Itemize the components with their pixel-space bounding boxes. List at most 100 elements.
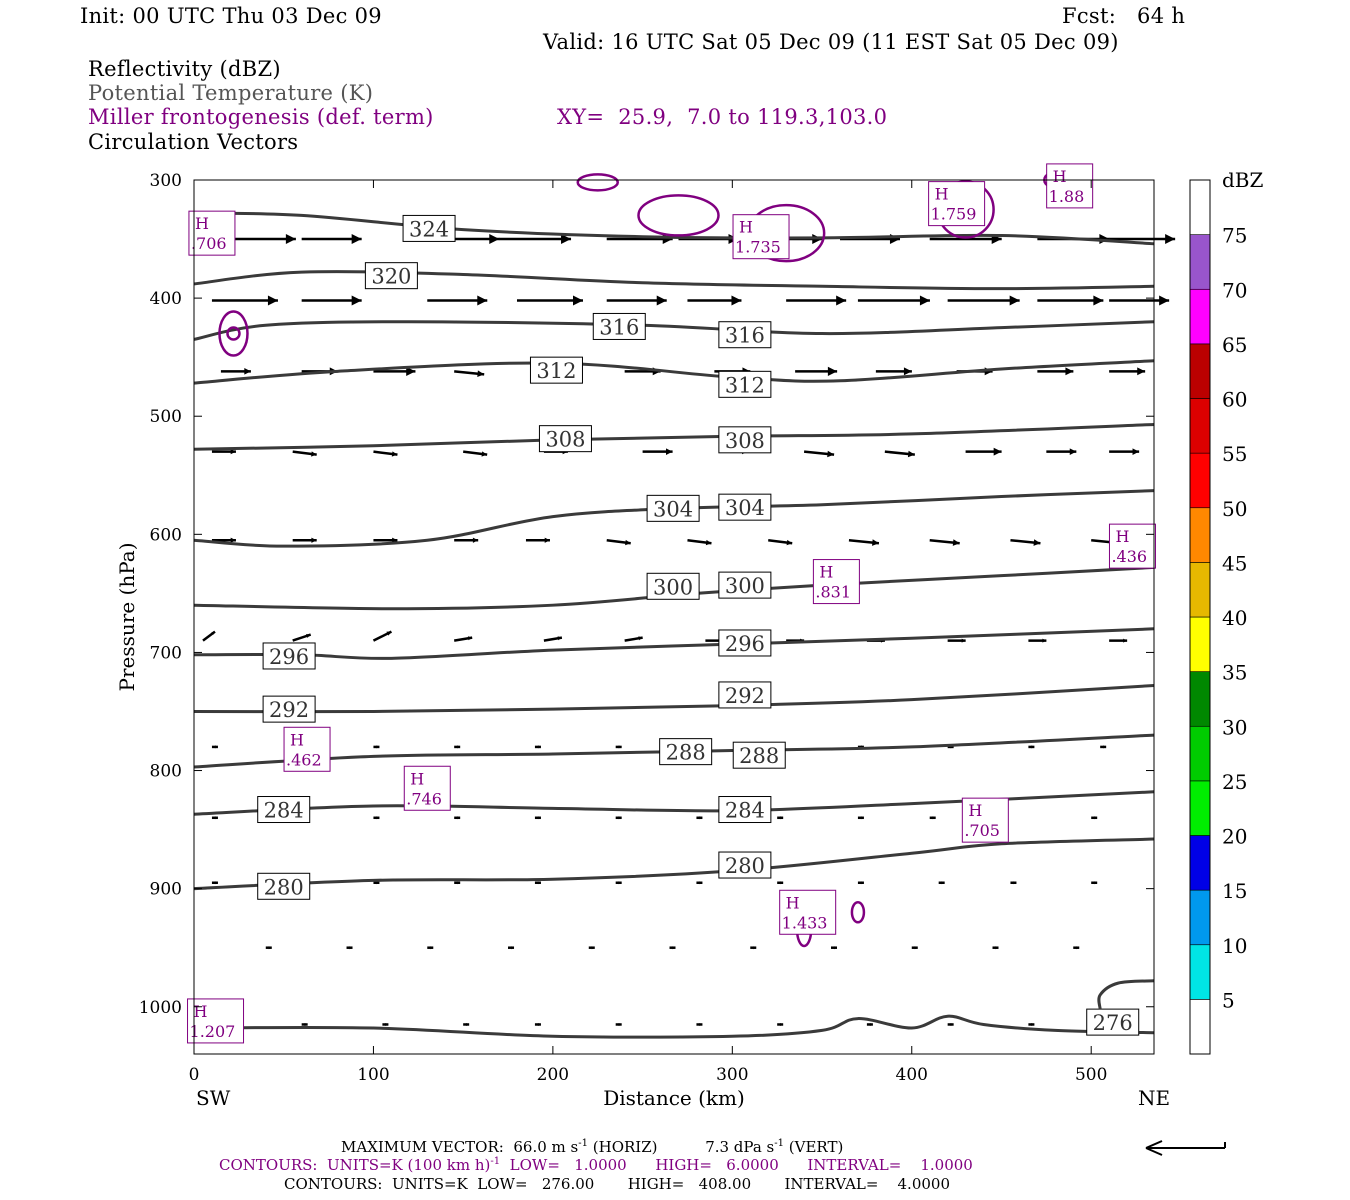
fronto-high-value: 1.207 — [190, 1022, 236, 1041]
theta-contour-label: 320 — [364, 262, 418, 290]
fronto-high-value: 1.88 — [1049, 187, 1085, 206]
fronto-high: H.462 — [283, 726, 331, 772]
circulation-vector — [427, 295, 488, 306]
colorbar-level-label: 55 — [1222, 442, 1247, 466]
svg-text:284: 284 — [725, 799, 765, 823]
theta-contour-label: 284 — [718, 796, 772, 824]
theta-contour-label: 300 — [646, 572, 700, 600]
circulation-vector — [687, 295, 742, 306]
y-tick-label: 300 — [150, 171, 182, 191]
fronto-contour — [218, 310, 249, 357]
y-tick-label: 600 — [150, 525, 182, 545]
circulation-vector — [301, 295, 362, 306]
footer-contours-fronto: CONTOURS: UNITS=K (100 km h)-1 LOW= 1.00… — [219, 1156, 973, 1174]
circulation-vectors — [202, 234, 1176, 1026]
fronto-high-value: .462 — [286, 750, 322, 769]
circulation-vector — [866, 1022, 873, 1026]
svg-text:292: 292 — [269, 698, 309, 722]
circulation-vector — [947, 295, 1020, 306]
colorbar-swatch — [1189, 398, 1211, 454]
x-end-label-ne: NE — [1138, 1086, 1170, 1110]
svg-text:280: 280 — [725, 854, 765, 878]
fronto-high: H.706 — [188, 210, 236, 256]
svg-text:316: 316 — [599, 315, 639, 339]
circulation-vector — [1091, 816, 1098, 820]
circulation-vector — [687, 538, 712, 546]
colorbar-level-label: 10 — [1222, 934, 1247, 958]
theta-contour-296 — [193, 627, 1155, 660]
colorbar-title: dBZ — [1222, 168, 1264, 192]
circulation-vector — [615, 1022, 622, 1026]
fronto-high-value: .706 — [191, 234, 227, 253]
circulation-vector — [534, 816, 541, 820]
colorbar-level-label: 40 — [1222, 606, 1247, 630]
colorbar-level-label: 30 — [1222, 715, 1247, 739]
circulation-vector — [211, 295, 278, 306]
circulation-vector — [211, 816, 218, 820]
theta-contour-label: 296 — [262, 642, 316, 670]
y-tick-label: 500 — [150, 407, 182, 427]
circulation-vector — [454, 745, 461, 749]
theta-contour-276-edge — [1097, 979, 1155, 1010]
fronto-high-marker: H — [290, 730, 304, 749]
circulation-vector — [372, 630, 392, 642]
circulation-vector — [884, 450, 915, 458]
circulation-vector — [777, 1022, 784, 1026]
circulation-vector — [1010, 881, 1017, 885]
theta-contour-label: 312 — [529, 356, 583, 384]
theta-contour-label: 316 — [718, 321, 772, 349]
svg-text:300: 300 — [725, 574, 765, 598]
y-tick-label: 1000 — [139, 998, 182, 1018]
circulation-vector — [615, 745, 622, 749]
fronto-high: H.831 — [812, 559, 860, 605]
circulation-vector — [857, 295, 930, 306]
circulation-vector — [202, 630, 216, 642]
theta-contour-label: 288 — [659, 738, 713, 766]
svg-text:288: 288 — [666, 741, 706, 765]
x-tick-label: 400 — [896, 1065, 928, 1085]
circulation-vector — [499, 234, 572, 245]
x-tick-label: 0 — [189, 1065, 200, 1085]
theta-contour-label: 316 — [592, 312, 646, 340]
colorbar-swatch — [1189, 343, 1211, 399]
svg-text:324: 324 — [409, 217, 449, 241]
theta-contour-label: 308 — [718, 426, 772, 454]
x-end-label-sw: SW — [196, 1086, 231, 1110]
circulation-vector — [1073, 946, 1080, 950]
theta-contour-label: 304 — [646, 494, 700, 522]
circulation-vector — [543, 636, 563, 642]
theta-contour-label: 280 — [718, 851, 772, 879]
theta-contour-308 — [193, 422, 1155, 451]
circulation-vector — [786, 295, 847, 306]
circulation-vector — [301, 234, 362, 245]
colorbar-swatch — [1189, 944, 1211, 1000]
fronto-high: H1.88 — [1046, 163, 1094, 209]
fronto-high-value: .705 — [964, 821, 1000, 840]
circulation-vector — [1109, 295, 1170, 306]
circulation-vector — [463, 1022, 470, 1026]
circulation-vector — [606, 295, 667, 306]
svg-text:284: 284 — [264, 799, 304, 823]
fronto-high-value: 1.759 — [931, 205, 977, 224]
theta-contour-label: 312 — [718, 370, 772, 398]
circulation-vector — [803, 450, 835, 458]
circulation-vector — [1037, 367, 1074, 376]
colorbar-swatch — [1189, 616, 1211, 672]
fronto-high-marker: H — [195, 214, 209, 233]
circulation-vector — [508, 946, 515, 950]
theta-contour-label: 288 — [732, 741, 786, 769]
theta-contour-label: 292 — [718, 681, 772, 709]
circulation-vector — [1109, 448, 1140, 455]
svg-text:316: 316 — [725, 324, 765, 348]
circulation-vector — [516, 295, 583, 306]
circulation-vector — [696, 816, 703, 820]
circulation-vector — [382, 1022, 389, 1026]
circulation-vector — [777, 881, 784, 885]
theta-contour-label: 308 — [538, 425, 592, 453]
theta-contour-label: 296 — [718, 629, 772, 657]
circulation-vector — [696, 881, 703, 885]
y-tick-label: 900 — [150, 880, 182, 900]
colorbar-swatch — [1189, 234, 1211, 290]
theta-contour-284 — [193, 790, 1155, 816]
